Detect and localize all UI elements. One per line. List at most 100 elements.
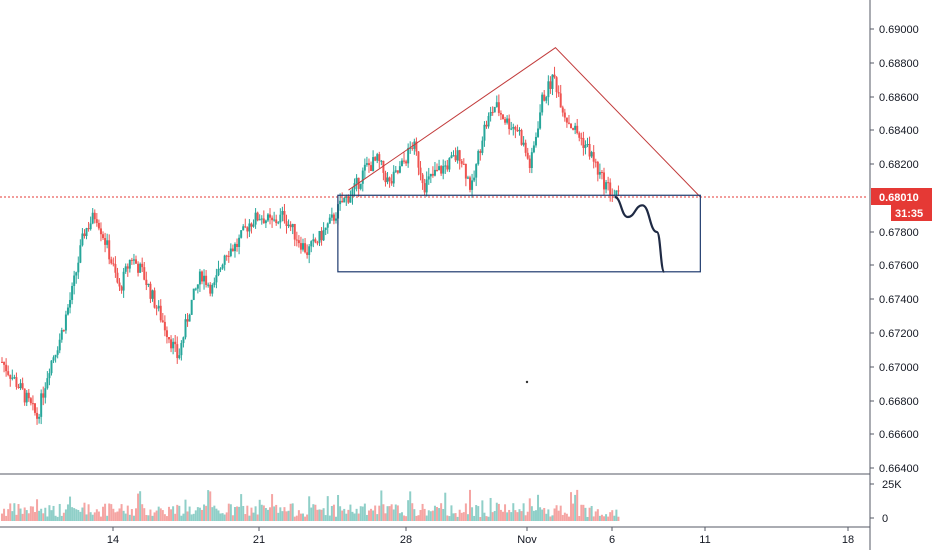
volume-bar xyxy=(236,506,239,521)
candle-body xyxy=(27,392,30,399)
candle-body xyxy=(213,282,216,285)
current-price-label: 0.68010 xyxy=(879,192,919,204)
candle-body xyxy=(419,167,422,175)
volume-pane xyxy=(1,489,620,521)
volume-bar xyxy=(217,510,220,521)
candle-body xyxy=(555,77,558,93)
volume-bar xyxy=(120,504,123,521)
volume-bar xyxy=(29,506,32,521)
volume-bar xyxy=(304,516,307,521)
candle-body xyxy=(539,112,542,129)
volume-bar xyxy=(578,516,581,521)
candle-body xyxy=(163,321,166,331)
volume-bar xyxy=(254,506,257,521)
projection-path[interactable] xyxy=(614,195,666,273)
volume-bar xyxy=(516,512,519,521)
candle-body xyxy=(211,284,214,294)
volume-bar xyxy=(582,504,585,521)
volume-bar xyxy=(50,510,53,521)
volume-bar xyxy=(328,515,331,521)
volume-bar xyxy=(190,514,193,521)
volume-bar xyxy=(337,494,340,521)
candle-body xyxy=(221,264,224,269)
candle-body xyxy=(52,357,55,361)
volume-bar xyxy=(491,512,494,521)
candle-body xyxy=(436,169,439,171)
volume-bar xyxy=(363,503,366,521)
volume-bar xyxy=(504,504,507,521)
volume-bar xyxy=(574,494,577,521)
candle-body xyxy=(120,286,123,291)
candle-body xyxy=(415,141,418,152)
candle-body xyxy=(543,94,546,101)
candle-body xyxy=(456,150,459,161)
volume-bar xyxy=(266,509,269,521)
candle-body xyxy=(295,239,298,241)
price-tick-label: 0.66600 xyxy=(879,429,919,441)
volume-bar xyxy=(549,516,552,521)
price-tick-label: 0.67400 xyxy=(879,294,919,306)
volume-bar xyxy=(17,504,20,521)
candle-body xyxy=(207,284,210,286)
candle-body xyxy=(95,219,98,223)
volume-bar xyxy=(7,509,10,521)
volume-bar xyxy=(565,513,568,521)
volume-bar xyxy=(330,505,333,521)
volume-bar xyxy=(153,512,156,521)
volume-bar xyxy=(341,510,344,521)
candle-body xyxy=(266,214,269,221)
volume-bar xyxy=(600,514,603,521)
volume-bar xyxy=(159,508,162,521)
candle-body xyxy=(609,182,612,196)
candle-body xyxy=(547,81,550,98)
volume-bar xyxy=(151,515,154,521)
target-box[interactable] xyxy=(337,194,701,273)
candle-body xyxy=(19,383,22,389)
candle-body xyxy=(56,350,59,355)
volume-bar xyxy=(384,513,387,521)
candle-body xyxy=(425,179,428,193)
volume-bar xyxy=(557,510,560,521)
candle-body xyxy=(400,160,403,167)
candle-body xyxy=(524,142,527,153)
volume-bar xyxy=(110,504,113,521)
volume-bar xyxy=(289,503,292,521)
volume-bar xyxy=(388,506,391,521)
drawings[interactable] xyxy=(0,47,868,384)
volume-bar xyxy=(56,516,59,521)
candle-body xyxy=(438,166,441,171)
volume-bar xyxy=(570,492,573,521)
candle-body xyxy=(9,374,12,379)
volume-bar xyxy=(46,516,49,521)
volume-bar xyxy=(277,512,280,521)
volume-bar xyxy=(248,515,251,521)
volume-bar xyxy=(211,507,214,521)
candle-body xyxy=(196,284,199,289)
candle-body xyxy=(147,283,150,285)
volume-bar xyxy=(512,503,515,521)
candle-body xyxy=(594,161,597,163)
candle-body xyxy=(361,170,364,184)
triangle-pattern-line[interactable] xyxy=(348,47,701,198)
candle-body xyxy=(314,239,317,243)
volume-bar xyxy=(62,512,65,521)
candle-body xyxy=(184,319,187,338)
candle-body xyxy=(372,157,375,171)
volume-bar xyxy=(596,509,599,521)
volume-bar xyxy=(145,514,148,521)
candle-body xyxy=(93,212,96,220)
candle-body xyxy=(396,170,399,173)
volume-bar xyxy=(27,513,30,521)
candle-body xyxy=(464,163,467,179)
candle-body xyxy=(603,172,606,190)
volume-bar xyxy=(205,505,208,521)
time-tick-label: 21 xyxy=(253,534,265,546)
candle-body xyxy=(330,214,333,218)
candle-body xyxy=(285,221,288,226)
volume-bar xyxy=(454,513,457,521)
volume-bar xyxy=(365,514,368,521)
candle-body xyxy=(269,214,272,218)
candle-body xyxy=(306,252,309,255)
